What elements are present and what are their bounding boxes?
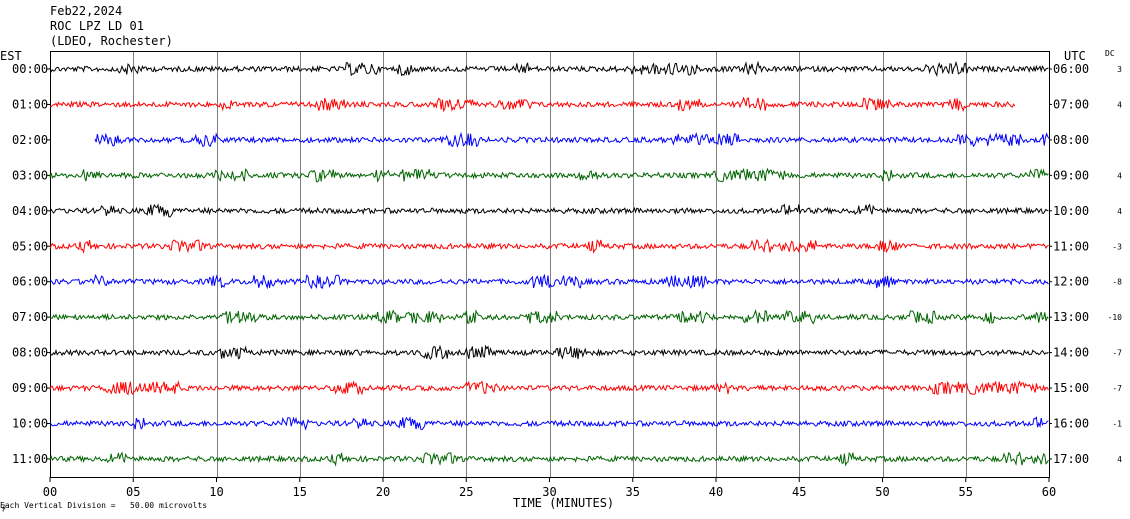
est-hour-label: 06:00 bbox=[12, 275, 48, 289]
est-hour-label: 08:00 bbox=[12, 346, 48, 360]
utc-hour-label: 10:00 bbox=[1053, 204, 1089, 218]
seismic-trace bbox=[49, 451, 1049, 467]
seismic-trace bbox=[49, 380, 1049, 396]
x-tick-label: 05 bbox=[126, 485, 140, 499]
dc-value: 4 bbox=[1117, 171, 1122, 180]
x-tick-label: 40 bbox=[709, 485, 723, 499]
est-hour-label: 00:00 bbox=[12, 62, 48, 76]
seismic-trace bbox=[49, 238, 1049, 255]
utc-hour-label: 13:00 bbox=[1053, 310, 1089, 324]
x-tick-label: 45 bbox=[792, 485, 806, 499]
seismic-trace bbox=[49, 60, 1049, 77]
vertical-division-note: Each Vertical Division = 50.00 microvolt… bbox=[0, 501, 208, 510]
x-tick-label: 10 bbox=[209, 485, 223, 499]
est-axis-label: EST bbox=[0, 49, 22, 63]
utc-hour-label: 17:00 bbox=[1053, 452, 1089, 466]
x-tick-label: 15 bbox=[293, 485, 307, 499]
seismic-trace bbox=[49, 96, 1016, 113]
seismic-trace bbox=[49, 273, 1049, 290]
seismic-trace bbox=[94, 131, 1050, 148]
dc-value: -7 bbox=[1112, 384, 1122, 393]
x-tick-label: 20 bbox=[376, 485, 390, 499]
dc-value: -7 bbox=[1112, 349, 1122, 358]
station-code: ROC LPZ LD 01 bbox=[50, 19, 144, 33]
x-tick-label: 50 bbox=[875, 485, 889, 499]
seismic-trace bbox=[49, 344, 1049, 361]
utc-hour-label: 11:00 bbox=[1053, 239, 1089, 253]
seismic-trace bbox=[49, 416, 1049, 431]
est-hour-label: 10:00 bbox=[12, 417, 48, 431]
dc-value: -3 bbox=[1112, 242, 1122, 251]
dc-value: 4 bbox=[1117, 100, 1122, 109]
utc-hour-label: 08:00 bbox=[1053, 133, 1089, 147]
x-tick-label: 00 bbox=[43, 485, 57, 499]
seismic-trace bbox=[49, 167, 1049, 183]
est-hour-label: 11:00 bbox=[12, 452, 48, 466]
corner-glyph-icon: ∳ bbox=[2, 504, 6, 512]
seismic-trace bbox=[49, 308, 1049, 325]
dc-value: 4 bbox=[1117, 455, 1122, 464]
utc-hour-label: 07:00 bbox=[1053, 97, 1089, 111]
utc-hour-label: 12:00 bbox=[1053, 275, 1089, 289]
utc-hour-label: 09:00 bbox=[1053, 168, 1089, 182]
est-hour-label: 03:00 bbox=[12, 168, 48, 182]
utc-hour-label: 14:00 bbox=[1053, 346, 1089, 360]
x-axis-title: TIME (MINUTES) bbox=[513, 496, 615, 510]
network-name: (LDEO, Rochester) bbox=[50, 34, 173, 48]
chart-date: Feb22,2024 bbox=[50, 4, 123, 18]
est-hour-label: 01:00 bbox=[12, 97, 48, 111]
x-tick-label: 35 bbox=[626, 485, 640, 499]
est-hour-label: 09:00 bbox=[12, 381, 48, 395]
x-tick-label: 30 bbox=[542, 485, 556, 499]
est-hour-label: 04:00 bbox=[12, 204, 48, 218]
dc-value: -8 bbox=[1112, 278, 1122, 287]
utc-hour-label: 16:00 bbox=[1053, 417, 1089, 431]
utc-hour-label: 06:00 bbox=[1053, 62, 1089, 76]
dc-value: -10 bbox=[1108, 313, 1123, 322]
x-tick-label: 55 bbox=[959, 485, 973, 499]
est-hour-label: 07:00 bbox=[12, 310, 48, 324]
dc-value: -1 bbox=[1112, 420, 1122, 429]
x-tick-label: 25 bbox=[459, 485, 473, 499]
seismic-trace bbox=[49, 203, 1049, 218]
est-hour-label: 05:00 bbox=[12, 239, 48, 253]
est-hour-label: 02:00 bbox=[12, 133, 48, 147]
dc-value: 3 bbox=[1117, 65, 1122, 74]
utc-axis-label: UTC bbox=[1064, 49, 1086, 63]
dc-value: 4 bbox=[1117, 207, 1122, 216]
utc-hour-label: 15:00 bbox=[1053, 381, 1089, 395]
x-tick-label: 60 bbox=[1042, 485, 1056, 499]
dc-column-label: DC bbox=[1105, 49, 1115, 58]
